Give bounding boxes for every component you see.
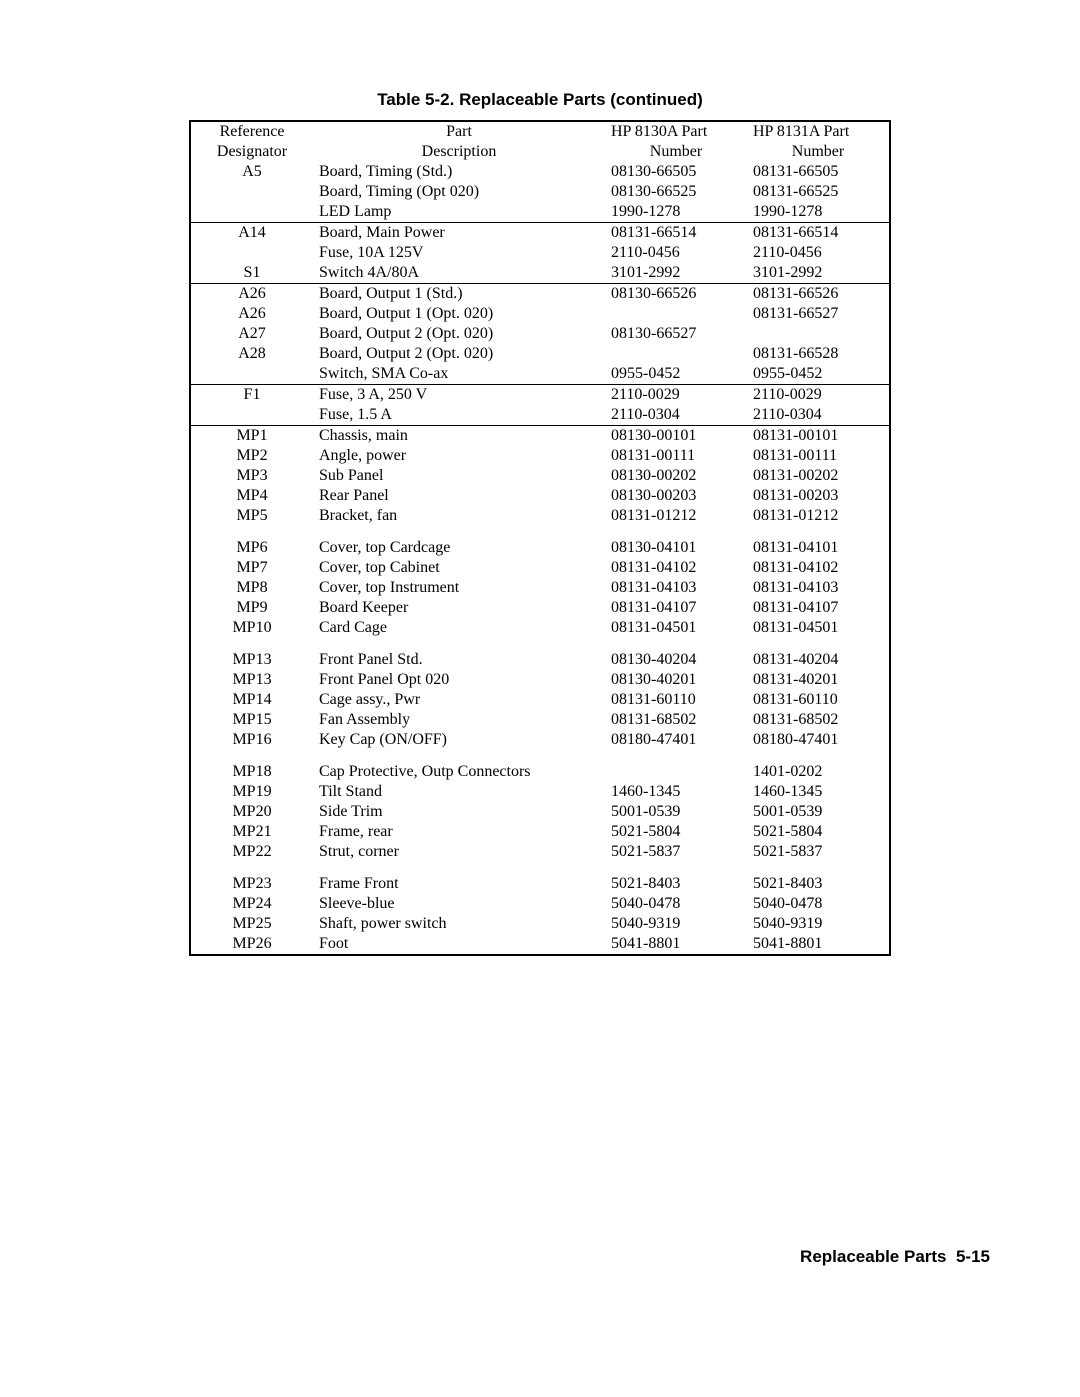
table-row: MP1Chassis, main08130-0010108131-00101 xyxy=(190,426,890,447)
table-row: LED Lamp1990-12781990-1278 xyxy=(190,202,890,223)
table-row: MP9Board Keeper08131-0410708131-04107 xyxy=(190,598,890,618)
table-row: A26Board, Output 1 (Std.)08130-665260813… xyxy=(190,284,890,305)
table-row: A27Board, Output 2 (Opt. 020)08130-66527 xyxy=(190,324,890,344)
spacer-row xyxy=(190,526,890,538)
page-footer: Replaceable Parts 5-15 xyxy=(800,1247,990,1267)
table-row: MP16Key Cap (ON/OFF)08180-4740108180-474… xyxy=(190,730,890,750)
header-row-2: DesignatorDescriptionNumberNumber xyxy=(190,142,890,162)
table-row: Fuse, 1.5 A2110-03042110-0304 xyxy=(190,405,890,426)
table-row: MP2Angle, power08131-0011108131-00111 xyxy=(190,446,890,466)
table-row: MP25Shaft, power switch5040-93195040-931… xyxy=(190,914,890,934)
table-row: A14Board, Main Power08131-6651408131-665… xyxy=(190,223,890,244)
table-row: MP8Cover, top Instrument08131-0410308131… xyxy=(190,578,890,598)
table-row: A5Board, Timing (Std.)08130-6650508131-6… xyxy=(190,162,890,182)
table-row: MP26Foot5041-88015041-8801 xyxy=(190,934,890,955)
table-row: MP7Cover, top Cabinet08131-0410208131-04… xyxy=(190,558,890,578)
table-row: F1Fuse, 3 A, 250 V2110-00292110-0029 xyxy=(190,385,890,406)
parts-table: ReferencePartHP 8130A PartHP 8131A PartD… xyxy=(189,120,891,956)
table-row: MP13Front Panel Opt 02008130-4020108131-… xyxy=(190,670,890,690)
table-row: MP14Cage assy., Pwr08131-6011008131-6011… xyxy=(190,690,890,710)
table-row: MP6Cover, top Cardcage08130-0410108131-0… xyxy=(190,538,890,558)
table-row: MP3Sub Panel08130-0020208131-00202 xyxy=(190,466,890,486)
header-row-1: ReferencePartHP 8130A PartHP 8131A Part xyxy=(190,121,890,142)
table-row: A26Board, Output 1 (Opt. 020)08131-66527 xyxy=(190,304,890,324)
table-title: Table 5-2. Replaceable Parts (continued) xyxy=(60,90,1020,110)
table-row: Fuse, 10A 125V2110-04562110-0456 xyxy=(190,243,890,263)
table-row: MP21Frame, rear5021-58045021-5804 xyxy=(190,822,890,842)
table-row: MP24Sleeve-blue5040-04785040-0478 xyxy=(190,894,890,914)
table-row: MP18Cap Protective, Outp Connectors1401-… xyxy=(190,762,890,782)
spacer-row xyxy=(190,862,890,874)
table-row: MP10Card Cage08131-0450108131-04501 xyxy=(190,618,890,638)
table-row: Switch, SMA Co-ax0955-04520955-0452 xyxy=(190,364,890,385)
table-row: MP15Fan Assembly08131-6850208131-68502 xyxy=(190,710,890,730)
table-row: MP13Front Panel Std.08130-4020408131-402… xyxy=(190,650,890,670)
table-row: MP4Rear Panel08130-0020308131-00203 xyxy=(190,486,890,506)
table-row: S1Switch 4A/80A3101-29923101-2992 xyxy=(190,263,890,284)
page: Table 5-2. Replaceable Parts (continued)… xyxy=(0,0,1080,1397)
table-row: MP23Frame Front5021-84035021-8403 xyxy=(190,874,890,894)
spacer-row xyxy=(190,750,890,762)
table-row: MP19Tilt Stand1460-13451460-1345 xyxy=(190,782,890,802)
table-row: MP5Bracket, fan08131-0121208131-01212 xyxy=(190,506,890,526)
table-row: MP22Strut, corner5021-58375021-5837 xyxy=(190,842,890,862)
spacer-row xyxy=(190,638,890,650)
table-row: MP20Side Trim5001-05395001-0539 xyxy=(190,802,890,822)
table-row: A28Board, Output 2 (Opt. 020)08131-66528 xyxy=(190,344,890,364)
table-row: Board, Timing (Opt 020)08130-6652508131-… xyxy=(190,182,890,202)
